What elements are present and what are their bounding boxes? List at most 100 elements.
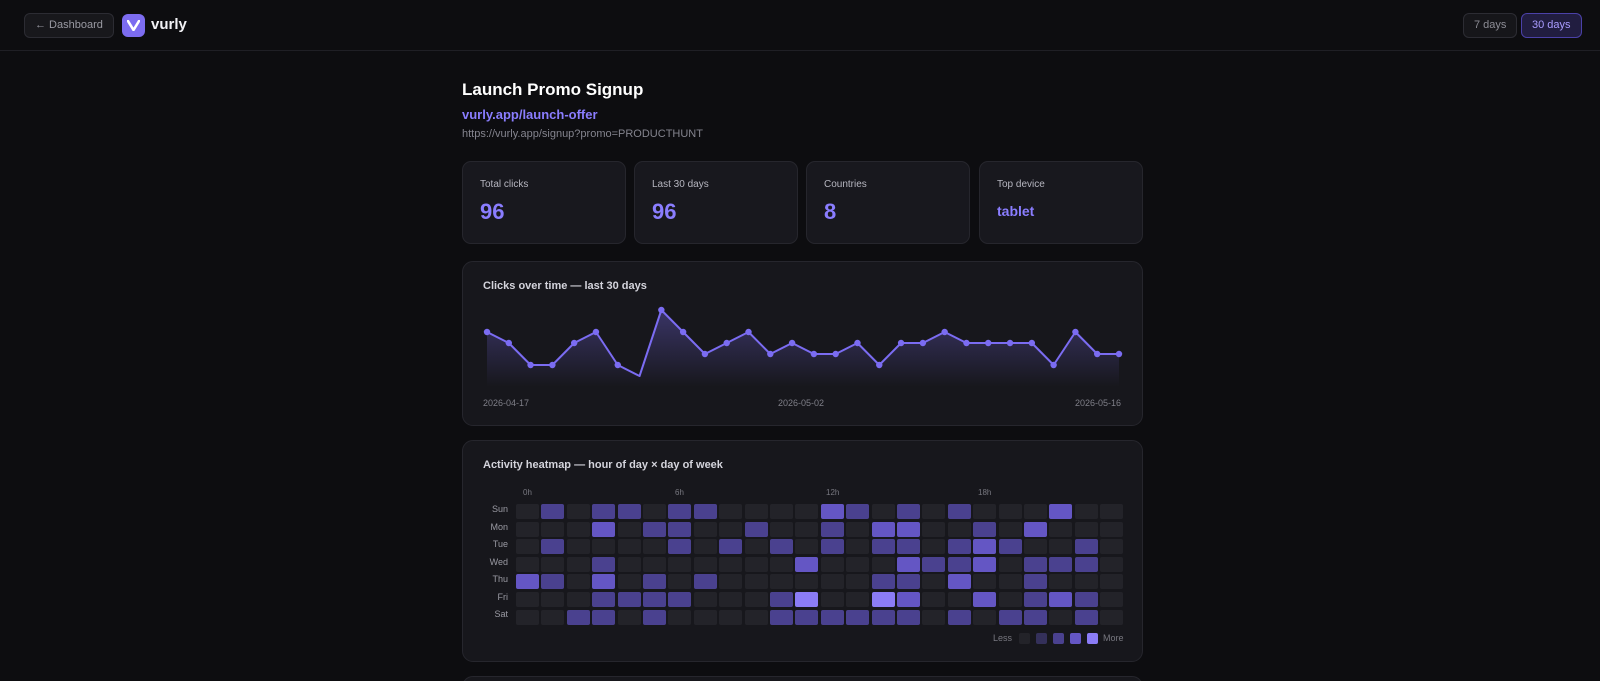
data-point[interactable] <box>1050 361 1057 369</box>
heatmap-cell[interactable] <box>795 592 819 607</box>
heatmap-cell[interactable] <box>820 592 844 607</box>
heatmap-cell[interactable] <box>1074 521 1098 537</box>
heatmap-cell[interactable] <box>744 539 768 555</box>
heatmap-cell[interactable] <box>1049 574 1073 590</box>
heatmap-cell[interactable] <box>922 609 946 625</box>
heatmap-cell[interactable] <box>693 521 717 537</box>
heatmap-cell[interactable] <box>668 556 692 572</box>
heatmap-cell[interactable] <box>643 574 666 590</box>
data-point[interactable] <box>505 339 512 347</box>
heatmap-cell[interactable] <box>566 504 590 519</box>
heatmap-cell[interactable] <box>566 574 590 590</box>
data-point[interactable] <box>745 328 752 336</box>
heatmap-cell[interactable] <box>1024 592 1047 607</box>
heatmap-cell[interactable] <box>719 609 743 625</box>
data-point[interactable] <box>592 328 600 336</box>
data-point[interactable] <box>876 361 883 369</box>
heatmap-cell[interactable] <box>592 504 616 519</box>
heatmap-cell[interactable] <box>947 556 971 572</box>
heatmap-cell[interactable] <box>947 539 971 555</box>
heatmap-cell[interactable] <box>820 574 844 590</box>
data-point[interactable] <box>1072 328 1079 336</box>
heatmap-cell[interactable] <box>871 592 895 607</box>
heatmap-cell[interactable] <box>871 574 895 590</box>
heatmap-cell[interactable] <box>541 574 565 590</box>
heatmap-cell[interactable] <box>897 556 920 572</box>
heatmap-cell[interactable] <box>1024 574 1047 590</box>
heatmap-cell[interactable] <box>719 592 743 607</box>
heatmap-cell[interactable] <box>744 556 768 572</box>
heatmap-cell[interactable] <box>1074 574 1098 590</box>
heatmap-cell[interactable] <box>693 539 717 555</box>
heatmap-cell[interactable] <box>566 556 590 572</box>
heatmap-cell[interactable] <box>998 609 1022 625</box>
heatmap-cell[interactable] <box>998 574 1022 590</box>
heatmap-cell[interactable] <box>744 504 768 519</box>
heatmap-cell[interactable] <box>566 609 590 625</box>
heatmap-cell[interactable] <box>668 504 692 519</box>
heatmap-cell[interactable] <box>947 609 971 625</box>
heatmap-cell[interactable] <box>770 539 793 555</box>
heatmap-cell[interactable] <box>1074 592 1098 607</box>
heatmap-cell[interactable] <box>1049 504 1073 519</box>
heatmap-cell[interactable] <box>1024 504 1047 519</box>
heatmap-cell[interactable] <box>795 556 819 572</box>
heatmap-cell[interactable] <box>973 556 997 572</box>
heatmap-cell[interactable] <box>922 504 946 519</box>
heatmap-cell[interactable] <box>770 592 793 607</box>
heatmap-cell[interactable] <box>516 609 539 625</box>
heatmap-cell[interactable] <box>592 556 616 572</box>
heatmap-cell[interactable] <box>1024 539 1047 555</box>
data-point[interactable] <box>897 339 905 347</box>
heatmap-cell[interactable] <box>541 609 565 625</box>
heatmap-cell[interactable] <box>846 592 870 607</box>
heatmap-cell[interactable] <box>973 521 997 537</box>
heatmap-cell[interactable] <box>1100 609 1124 625</box>
heatmap-cell[interactable] <box>516 556 539 572</box>
heatmap-cell[interactable] <box>1100 574 1124 590</box>
heatmap-cell[interactable] <box>846 521 870 537</box>
heatmap-cell[interactable] <box>643 592 666 607</box>
heatmap-cell[interactable] <box>1100 556 1124 572</box>
vurly-logo-icon[interactable] <box>122 14 145 37</box>
heatmap-cell[interactable] <box>973 504 997 519</box>
heatmap-cell[interactable] <box>566 539 590 555</box>
heatmap-cell[interactable] <box>643 556 666 572</box>
heatmap-cell[interactable] <box>770 609 793 625</box>
heatmap-cell[interactable] <box>795 539 819 555</box>
heatmap-cell[interactable] <box>643 521 666 537</box>
heatmap-cell[interactable] <box>947 521 971 537</box>
back-to-dashboard-button[interactable]: ← Dashboard <box>24 13 114 38</box>
heatmap-cell[interactable] <box>770 521 793 537</box>
heatmap-cell[interactable] <box>617 556 641 572</box>
heatmap-cell[interactable] <box>541 539 565 555</box>
data-point[interactable] <box>810 350 818 358</box>
heatmap-cell[interactable] <box>998 521 1022 537</box>
heatmap-cell[interactable] <box>973 574 997 590</box>
data-point[interactable] <box>1094 350 1101 358</box>
heatmap-cell[interactable] <box>617 539 641 555</box>
data-point[interactable] <box>1028 339 1036 347</box>
data-point[interactable] <box>985 339 992 347</box>
heatmap-cell[interactable] <box>922 592 946 607</box>
heatmap-cell[interactable] <box>1074 609 1098 625</box>
heatmap-cell[interactable] <box>643 609 666 625</box>
data-point[interactable] <box>963 339 970 347</box>
data-point[interactable] <box>941 328 948 336</box>
heatmap-cell[interactable] <box>922 574 946 590</box>
heatmap-cell[interactable] <box>998 556 1022 572</box>
data-point[interactable] <box>570 339 578 347</box>
heatmap-cell[interactable] <box>846 504 870 519</box>
heatmap-cell[interactable] <box>770 574 793 590</box>
heatmap-cell[interactable] <box>973 592 997 607</box>
heatmap-cell[interactable] <box>1024 521 1047 537</box>
heatmap-cell[interactable] <box>846 574 870 590</box>
heatmap-cell[interactable] <box>922 556 946 572</box>
heatmap-cell[interactable] <box>770 556 793 572</box>
heatmap-cell[interactable] <box>795 574 819 590</box>
heatmap-cell[interactable] <box>973 609 997 625</box>
heatmap-cell[interactable] <box>1100 539 1124 555</box>
heatmap-cell[interactable] <box>897 592 920 607</box>
heatmap-cell[interactable] <box>871 556 895 572</box>
heatmap-cell[interactable] <box>541 556 565 572</box>
